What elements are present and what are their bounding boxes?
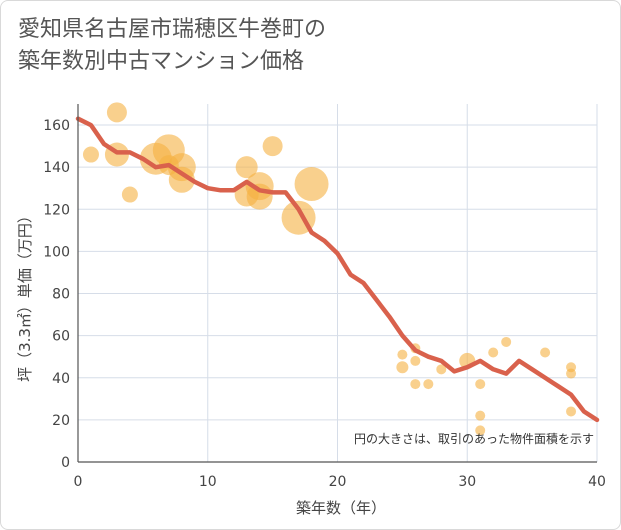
y-tick-label: 140 xyxy=(43,160,70,176)
x-tick-label: 30 xyxy=(458,474,476,490)
data-bubble xyxy=(423,379,434,390)
bubbles xyxy=(82,102,577,436)
chart-title: 愛知県名古屋市瑞穂区牛巻町の 築年数別中古マンション価格 xyxy=(18,14,326,78)
data-bubble xyxy=(436,364,447,375)
data-bubble xyxy=(475,379,486,390)
data-bubble xyxy=(475,410,486,421)
data-bubble xyxy=(475,425,486,436)
data-bubble xyxy=(410,379,421,390)
y-tick-label: 160 xyxy=(43,118,70,134)
x-tick-label: 20 xyxy=(329,474,347,490)
data-bubble xyxy=(82,146,99,163)
average-line-layer xyxy=(75,116,600,423)
y-tick-label: 100 xyxy=(43,244,70,260)
data-bubble xyxy=(235,156,258,179)
data-bubble xyxy=(106,102,127,123)
y-tick-label: 120 xyxy=(43,202,70,218)
data-bubble xyxy=(262,136,283,157)
y-tick-label: 40 xyxy=(52,371,70,387)
data-bubble xyxy=(396,361,409,374)
data-bubble xyxy=(397,349,408,360)
y-tick-label: 0 xyxy=(61,455,70,471)
average-price-line xyxy=(75,116,600,423)
axes: 0 20 40 60 80 100 120 140 160 0 10 20 30 40 xyxy=(43,104,606,490)
chart-title-line-2: 築年数別中古マンション価格 xyxy=(18,49,305,74)
data-bubble xyxy=(121,186,138,203)
y-tick-label: 80 xyxy=(52,287,70,303)
x-tick-label: 10 xyxy=(199,474,217,490)
data-bubble xyxy=(566,368,577,379)
y-tick-label: 60 xyxy=(52,329,70,345)
x-axis-label: 築年数（年） xyxy=(296,499,386,517)
data-bubble xyxy=(540,347,551,358)
data-bubble xyxy=(488,347,499,358)
bubble-size-note: 円の大きさは、取引のあった物件面積を示す xyxy=(354,431,594,446)
data-bubble xyxy=(501,336,512,347)
y-axis-label: 坪（3.3㎡）単価（万円） xyxy=(16,208,34,382)
data-bubble xyxy=(410,355,421,366)
data-bubble xyxy=(168,166,195,193)
x-tick-label: 40 xyxy=(588,474,606,490)
data-bubble xyxy=(566,406,577,417)
data-bubble xyxy=(294,167,329,202)
chart-title-line-1: 愛知県名古屋市瑞穂区牛巻町の xyxy=(18,17,327,42)
y-tick-label: 20 xyxy=(52,413,70,429)
data-bubble xyxy=(246,183,273,210)
x-tick-label: 0 xyxy=(74,474,83,490)
